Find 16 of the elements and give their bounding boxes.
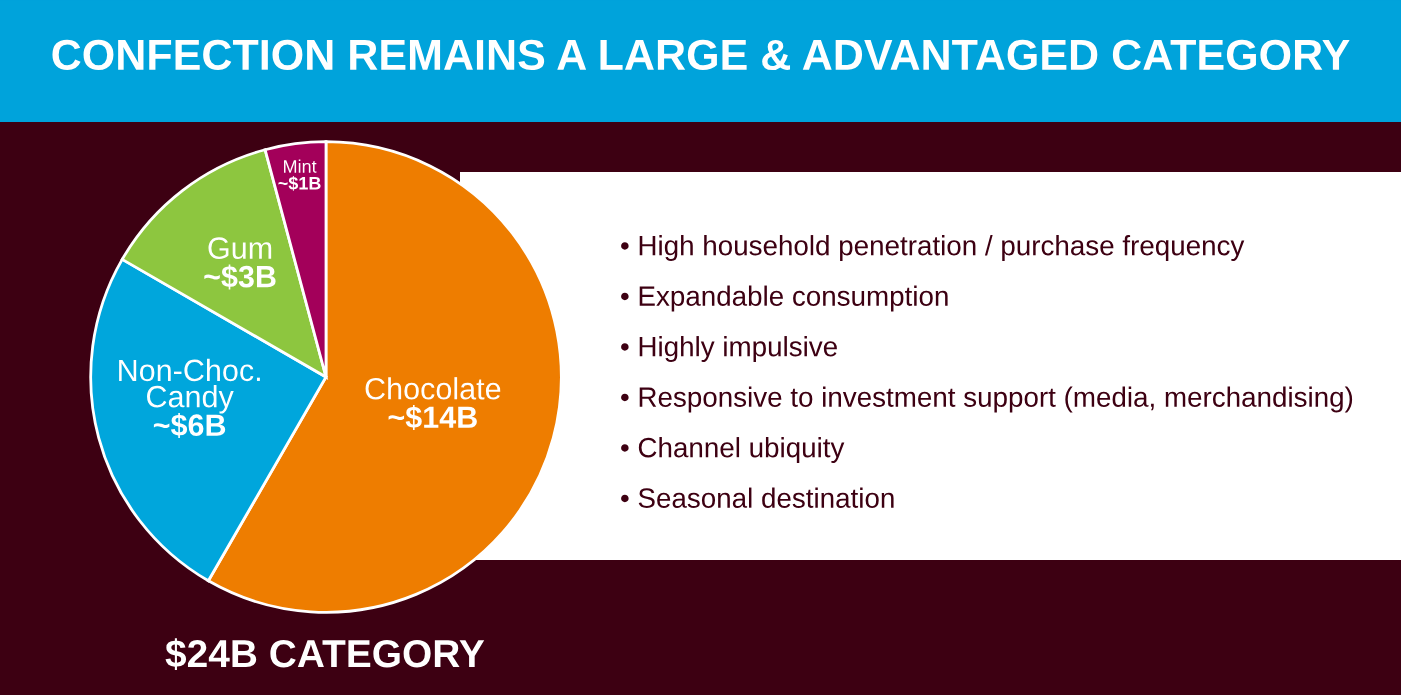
data-label: ~$3B bbox=[204, 264, 276, 290]
text: • Seasonal destination bbox=[621, 487, 894, 508]
text: CONFECTION REMAINS A LARGE & ADVANTAGED CATEGORY bbox=[52, 39, 1350, 71]
text: • Expandable consumption bbox=[621, 285, 948, 312]
slice-label: Gum bbox=[208, 237, 272, 259]
text: • Channel ubiquity bbox=[621, 437, 845, 463]
slice-label: Chocolate bbox=[365, 377, 501, 400]
text: • Responsive to investment support (media, merchandising) bbox=[621, 386, 1353, 413]
slice-label: Mint bbox=[284, 159, 317, 173]
data-label: ~$14B bbox=[388, 405, 477, 431]
text: • High household penetration / purchase frequency bbox=[621, 235, 1245, 261]
text: $24B CATEGORY bbox=[165, 638, 485, 670]
data-label: ~$6B bbox=[153, 413, 226, 438]
slice-label: Non-Choc. Candy bbox=[119, 358, 260, 414]
data-label: ~$1B bbox=[278, 176, 321, 191]
text: • Highly impulsive bbox=[621, 336, 837, 362]
